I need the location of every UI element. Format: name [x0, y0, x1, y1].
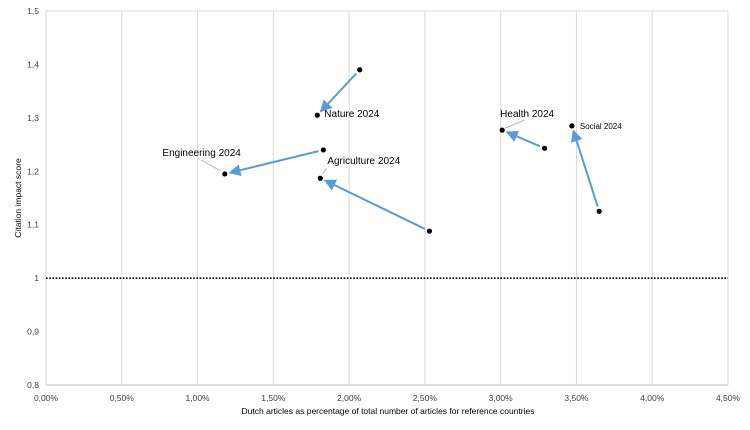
- y-tick-label: 1,3: [27, 113, 39, 123]
- y-tick-label: 0,9: [27, 327, 39, 337]
- trend-arrow: [228, 150, 319, 177]
- grid: [45, 10, 729, 386]
- end-point: [499, 127, 505, 133]
- start-point: [320, 147, 326, 153]
- x-tick-label: 2,50%: [413, 393, 438, 403]
- x-tick-label: 4,00%: [640, 393, 665, 403]
- label-leader-line: [200, 159, 222, 172]
- label-leader-line: [321, 168, 327, 175]
- series-label: Engineering 2024: [162, 148, 241, 159]
- x-tick-label: 0,00%: [34, 393, 59, 403]
- end-point: [222, 171, 228, 177]
- start-point: [542, 145, 548, 151]
- end-point: [317, 175, 323, 181]
- x-tick-label: 3,00%: [489, 393, 514, 403]
- x-tick-label: 1,00%: [186, 393, 211, 403]
- arrows: [228, 72, 599, 230]
- label-leader-line: [505, 119, 525, 129]
- start-point: [357, 67, 363, 73]
- x-tick-label: 0,50%: [110, 393, 135, 403]
- series-label: Health 2024: [500, 109, 554, 120]
- x-tick-label: 2,00%: [337, 393, 362, 403]
- trend-arrow: [570, 129, 599, 207]
- y-tick-label: 1,2: [27, 166, 39, 176]
- series-label: Social 2024: [580, 122, 622, 131]
- y-tick-label: 1,1: [27, 220, 39, 230]
- end-point: [569, 123, 575, 129]
- y-tick-label: 1,5: [27, 6, 39, 16]
- x-tick-label: 3,50%: [564, 393, 589, 403]
- point-labels: Nature 2024 Engineering 2024 Agriculture 2…: [162, 109, 622, 175]
- y-tick-labels: 0,8 0,9 1 1,1 1,2 1,3 1,4 1,5: [27, 6, 39, 390]
- series-label: Nature 2024: [324, 109, 379, 120]
- end-point: [314, 112, 320, 118]
- x-tick-labels: 0,00% 0,50% 1,00% 1,50% 2,00% 2,50% 3,00% 3,50%…: [34, 393, 741, 403]
- x-axis-title: Dutch articles as percentage of total nu…: [242, 406, 535, 416]
- start-point: [426, 228, 433, 234]
- y-tick-label: 1,4: [27, 59, 39, 69]
- y-axis-title: Citation impact score: [13, 158, 23, 238]
- x-tick-label: 1,50%: [261, 393, 286, 403]
- trend-arrow: [505, 130, 541, 148]
- y-tick-label: 0,8: [27, 380, 39, 390]
- y-tick-label: 1: [34, 273, 39, 283]
- data-points: [222, 67, 602, 234]
- trend-arrow: [323, 179, 426, 230]
- series-label: Agriculture 2024: [327, 156, 400, 167]
- start-point: [596, 208, 602, 214]
- x-tick-label: 4,50%: [716, 393, 741, 403]
- trend-arrow: [319, 72, 358, 113]
